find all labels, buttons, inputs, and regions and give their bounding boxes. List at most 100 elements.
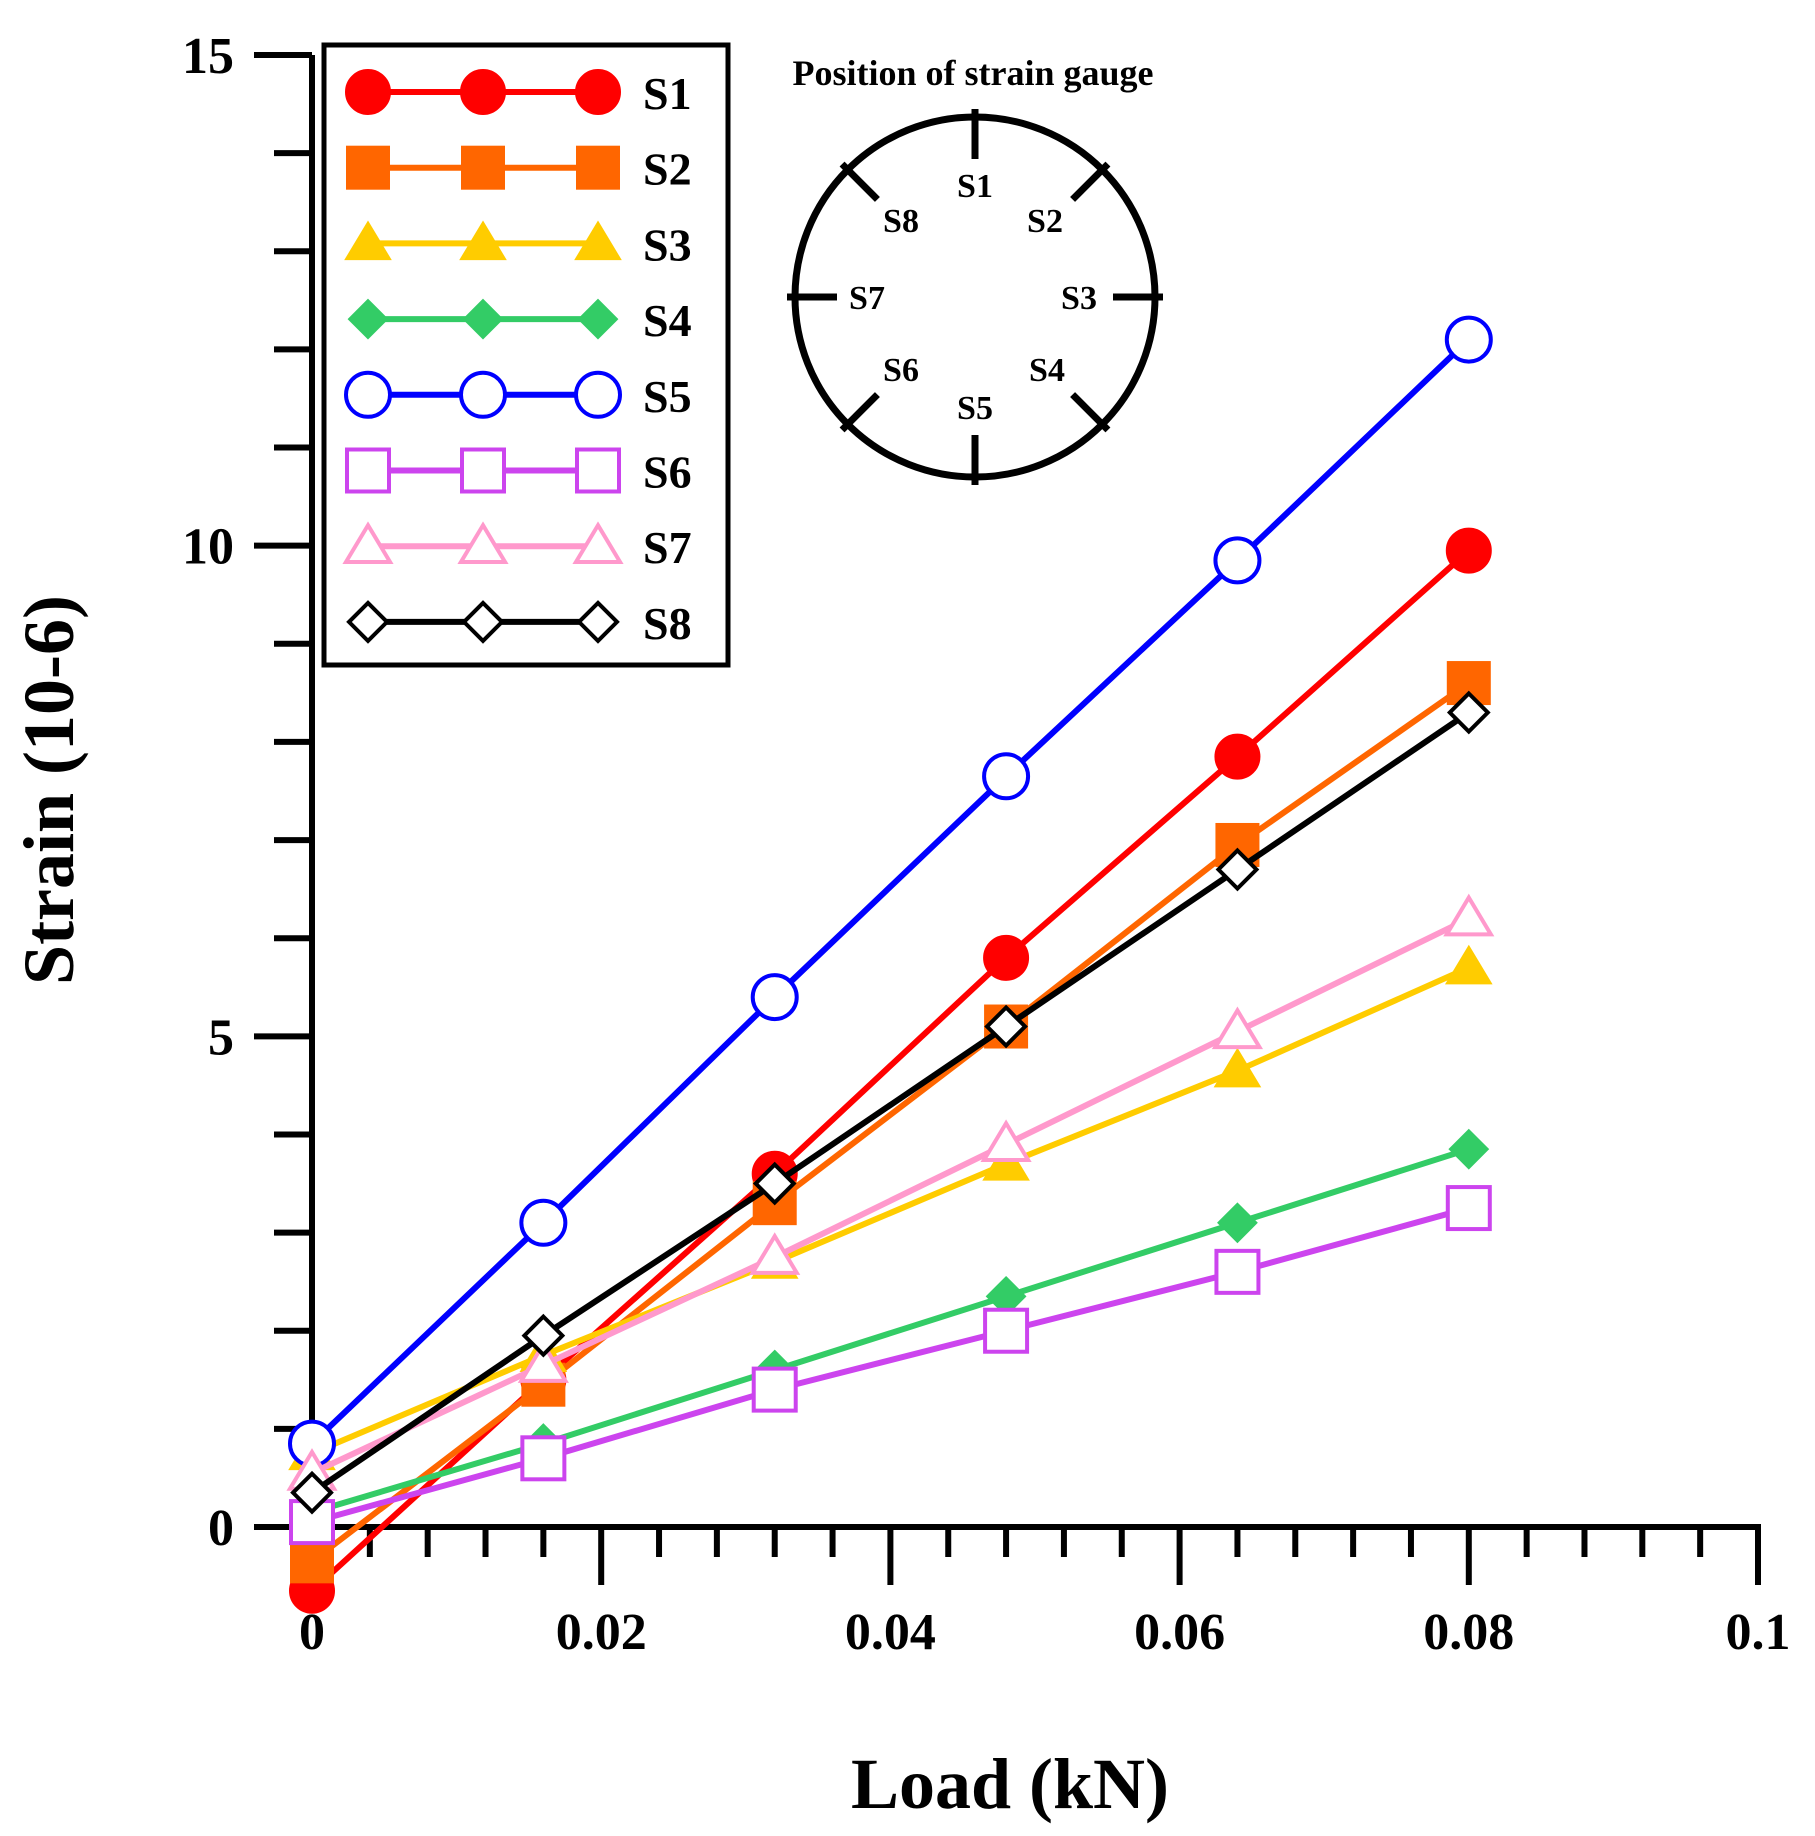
- legend-item-s5: S5: [344, 370, 692, 422]
- series-s7: [286, 893, 1495, 1491]
- data-point: [982, 752, 1031, 801]
- x-tick-label: 0.1: [1726, 1604, 1791, 1661]
- x-axis-title: Load (kN): [851, 1744, 1169, 1824]
- legend-label: S6: [643, 447, 692, 498]
- x-tick-label: 0.08: [1423, 1604, 1514, 1661]
- data-point: [1445, 527, 1492, 574]
- legend-label: S2: [643, 144, 692, 195]
- legend-item-s8: S8: [346, 598, 692, 649]
- legend-marker: [575, 69, 621, 115]
- legend-label: S1: [643, 68, 692, 119]
- data-point: [1444, 944, 1493, 985]
- legend-marker: [459, 370, 507, 419]
- gauge-title: Position of strain gauge: [792, 53, 1153, 93]
- data-point: [980, 1119, 1032, 1163]
- gauge-label-s6: S6: [883, 352, 919, 389]
- legend-marker: [462, 298, 504, 340]
- series-line: [310, 964, 1471, 1457]
- gauge-mark: [1070, 161, 1111, 202]
- gauge-position-inset: Position of strain gauge S1 S2 S3 S4 S5 S6 S7 S8: [787, 53, 1163, 485]
- data-point: [520, 1435, 567, 1482]
- legend: S1 S2 S3 S4 S5 S6 S7 S8: [321, 42, 731, 668]
- legend-marker: [575, 447, 621, 494]
- legend-item-s4: S4: [347, 295, 692, 346]
- gauge-mark: [839, 392, 880, 433]
- data-point: [290, 1539, 334, 1584]
- legend-marker: [461, 600, 505, 644]
- data-point: [749, 1232, 801, 1275]
- data-point: [521, 1313, 566, 1358]
- data-point: [517, 1340, 569, 1383]
- data-point: [751, 1366, 798, 1413]
- series-line: [309, 548, 1471, 1594]
- data-point: [1211, 1006, 1264, 1050]
- data-point: [519, 1198, 568, 1247]
- legend-marker: [576, 145, 620, 190]
- legend-marker: [460, 447, 506, 494]
- data-point: [1213, 536, 1262, 585]
- data-point: [1443, 893, 1495, 937]
- legend-label: S7: [643, 522, 692, 573]
- series-s6: [289, 1185, 1492, 1546]
- legend-item-s6: S6: [345, 447, 692, 498]
- legend-item-s1: S1: [345, 68, 692, 119]
- series-line: [310, 915, 1471, 1476]
- x-tick-label: 0.04: [845, 1604, 936, 1661]
- y-tick-label: 0: [208, 1500, 234, 1557]
- series-line: [311, 1205, 1470, 1525]
- legend-marker: [460, 69, 506, 115]
- data-point: [1214, 1248, 1261, 1295]
- data-point: [1445, 1185, 1492, 1232]
- series-s4: [291, 1128, 1490, 1533]
- legend-label: S5: [643, 371, 692, 422]
- data-point: [984, 1004, 1028, 1049]
- legend-item-s3: S3: [344, 219, 692, 270]
- legend-marker: [457, 521, 509, 564]
- series-line: [310, 710, 1471, 1496]
- gauge-label-s3: S3: [1061, 280, 1097, 317]
- gauge-mark: [1070, 392, 1111, 433]
- legend-label: S3: [643, 219, 692, 270]
- series-line: [310, 680, 1471, 1564]
- data-point: [1213, 1047, 1262, 1088]
- data-point: [1446, 690, 1491, 735]
- data-point: [1215, 847, 1260, 892]
- legend-marker: [577, 298, 619, 340]
- legend-marker: [574, 370, 622, 419]
- gauge-label-s5: S5: [957, 390, 993, 427]
- legend-label: S8: [643, 598, 692, 649]
- legend-marker: [572, 521, 624, 564]
- data-point: [1444, 315, 1493, 364]
- data-point: [1217, 1202, 1258, 1244]
- legend-item-s7: S7: [342, 521, 692, 573]
- y-tick-label: 15: [182, 28, 234, 85]
- series-s8: [290, 690, 1491, 1515]
- y-axis-title: Strain (10-6): [9, 595, 89, 985]
- data-point: [752, 1161, 797, 1206]
- gauge-label-s1: S1: [957, 168, 993, 205]
- legend-marker: [344, 370, 392, 419]
- y-tick-label: 5: [208, 1009, 234, 1066]
- legend-marker: [345, 69, 391, 115]
- data-point: [983, 1307, 1030, 1354]
- series-line: [309, 337, 1471, 1446]
- series-area: [286, 315, 1495, 1614]
- data-point: [983, 934, 1030, 981]
- legend-marker: [345, 447, 391, 494]
- data-point: [1448, 1128, 1490, 1170]
- x-tick-label: 0.06: [1134, 1604, 1225, 1661]
- legend-label: S4: [643, 295, 692, 346]
- legend-marker: [346, 145, 390, 190]
- gauge-label-s4: S4: [1029, 352, 1065, 389]
- data-point: [750, 973, 799, 1022]
- gauge-label-s2: S2: [1027, 203, 1063, 240]
- legend-marker: [459, 220, 507, 261]
- legend-marker: [344, 220, 392, 261]
- legend-marker: [576, 600, 620, 644]
- gauge-label-s7: S7: [849, 280, 885, 317]
- legend-marker: [347, 298, 389, 340]
- gauge-mark: [839, 161, 880, 202]
- data-point: [290, 1470, 334, 1515]
